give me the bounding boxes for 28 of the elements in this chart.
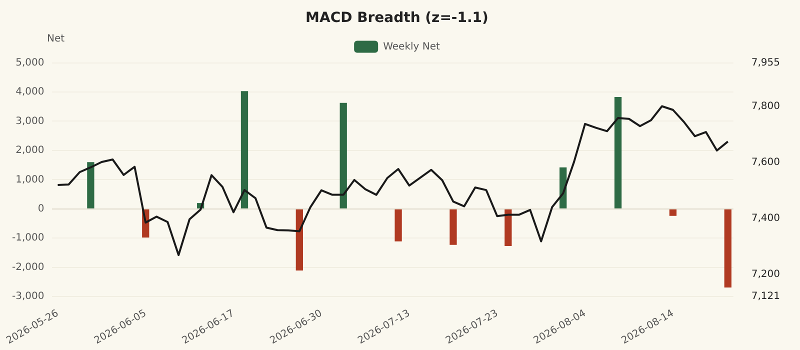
y-tick-label: -3,000 bbox=[12, 291, 44, 302]
y-tick-label: 1,000 bbox=[16, 174, 44, 186]
y-tick-label: 3,000 bbox=[16, 116, 44, 127]
y-tick-label: 0 bbox=[38, 203, 44, 214]
y-tick-label: -1,000 bbox=[12, 232, 44, 244]
y-tick-label: 5,000 bbox=[16, 57, 44, 68]
bar bbox=[669, 209, 677, 216]
y-tick-label: 2,000 bbox=[16, 145, 44, 156]
bar bbox=[87, 162, 94, 208]
y2-tick-label: 7,121 bbox=[751, 291, 780, 302]
bar bbox=[296, 209, 303, 271]
bar bbox=[240, 91, 248, 208]
bar bbox=[450, 209, 457, 245]
y-tick-label: 4,000 bbox=[16, 86, 44, 98]
bar bbox=[614, 96, 622, 208]
y2-tick-label: 7,400 bbox=[751, 212, 780, 224]
y2-tick-label: 7,800 bbox=[751, 100, 780, 112]
y-axis-title: Net bbox=[47, 34, 65, 45]
y2-tick-label: 7,600 bbox=[751, 156, 780, 168]
bar bbox=[504, 209, 512, 246]
y2-tick-label: 7,955 bbox=[751, 57, 780, 68]
legend-label: Weekly Net bbox=[383, 41, 440, 52]
y-tick-label: -2,000 bbox=[12, 262, 44, 273]
chart-title: MACD Breadth (z=-1.1) bbox=[306, 10, 488, 26]
bar bbox=[340, 102, 347, 208]
bar bbox=[394, 209, 402, 242]
bar bbox=[724, 209, 732, 288]
y2-tick-label: 7,200 bbox=[751, 269, 780, 280]
